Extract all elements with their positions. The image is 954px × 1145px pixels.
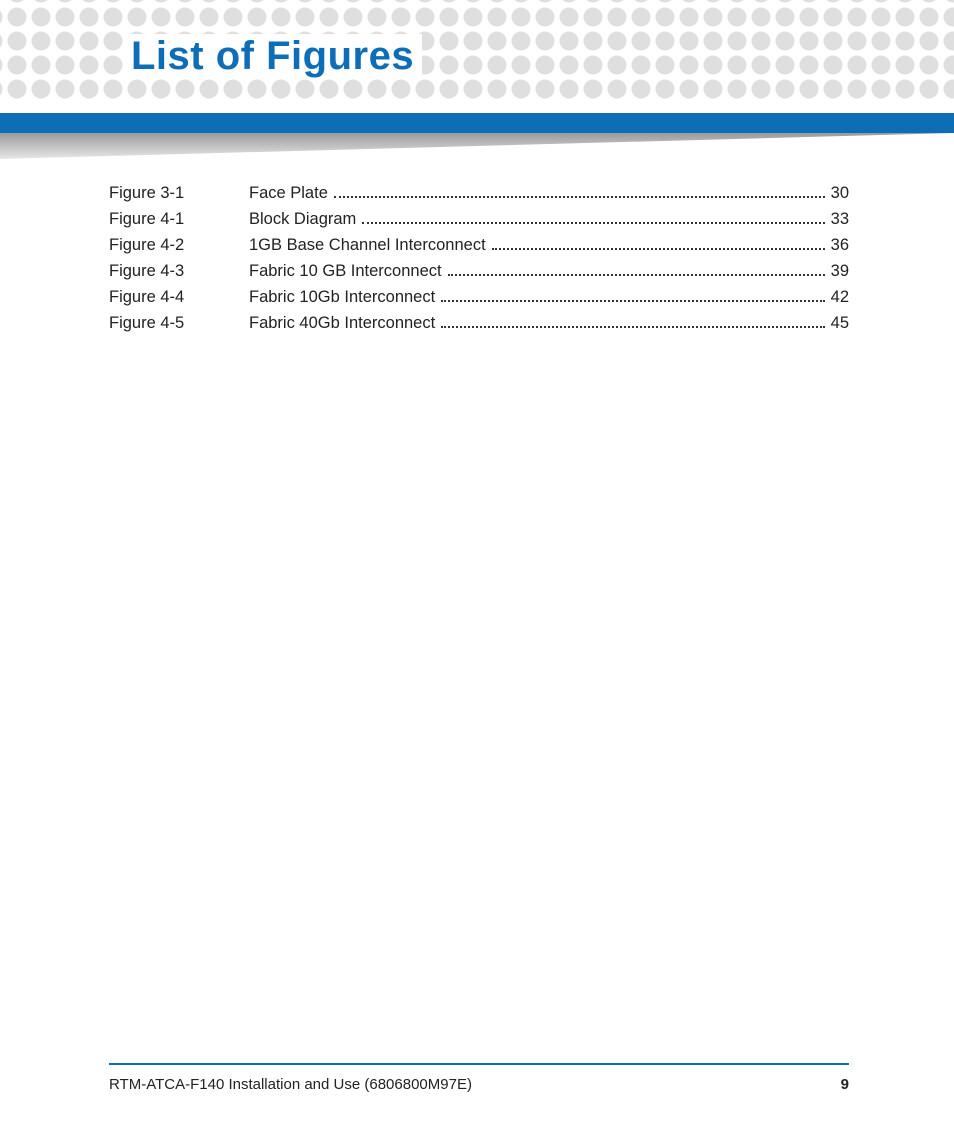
- toc-row: Figure 4-2 1GB Base Channel Interconnect…: [109, 236, 849, 262]
- toc-label: Fabric 10 GB Interconnect: [249, 262, 442, 281]
- toc-label: 1GB Base Channel Interconnect: [249, 236, 486, 255]
- list-of-figures: Figure 3-1 Face Plate 30 Figure 4-1 Bloc…: [109, 184, 849, 340]
- footer-doc-title: RTM-ATCA-F140 Installation and Use (6806…: [109, 1076, 472, 1093]
- toc-leader-dots: [334, 187, 825, 198]
- page-title: List of Figures: [127, 34, 422, 78]
- toc-label: Block Diagram: [249, 210, 356, 229]
- toc-id: Figure 4-3: [109, 262, 249, 281]
- toc-page: 45: [831, 314, 849, 333]
- toc-id: Figure 4-2: [109, 236, 249, 255]
- toc-row: Figure 4-5 Fabric 40Gb Interconnect 45: [109, 314, 849, 340]
- toc-id: Figure 4-1: [109, 210, 249, 229]
- toc-page: 33: [831, 210, 849, 229]
- toc-label: Fabric 10Gb Interconnect: [249, 288, 435, 307]
- toc-leader-dots: [448, 265, 825, 276]
- toc-id: Figure 4-4: [109, 288, 249, 307]
- toc-page: 42: [831, 288, 849, 307]
- toc-leader-dots: [441, 317, 824, 328]
- toc-id: Figure 4-5: [109, 314, 249, 333]
- toc-page: 36: [831, 236, 849, 255]
- toc-row: Figure 4-3 Fabric 10 GB Interconnect 39: [109, 262, 849, 288]
- toc-row: Figure 3-1 Face Plate 30: [109, 184, 849, 210]
- toc-label: Face Plate: [249, 184, 328, 203]
- header-blue-bar: [0, 113, 954, 133]
- toc-page: 30: [831, 184, 849, 203]
- toc-leader-dots: [362, 213, 824, 224]
- header-wedge: [0, 133, 954, 159]
- footer-rule: [109, 1063, 849, 1065]
- toc-id: Figure 3-1: [109, 184, 249, 203]
- page: List of Figures Figure 3-1 Face Plate 30…: [0, 0, 954, 1145]
- toc-label: Fabric 40Gb Interconnect: [249, 314, 435, 333]
- toc-page: 39: [831, 262, 849, 281]
- toc-row: Figure 4-1 Block Diagram 33: [109, 210, 849, 236]
- footer: RTM-ATCA-F140 Installation and Use (6806…: [109, 1076, 849, 1093]
- toc-leader-dots: [492, 239, 825, 250]
- toc-leader-dots: [441, 291, 824, 302]
- footer-page-number: 9: [841, 1076, 849, 1093]
- toc-row: Figure 4-4 Fabric 10Gb Interconnect 42: [109, 288, 849, 314]
